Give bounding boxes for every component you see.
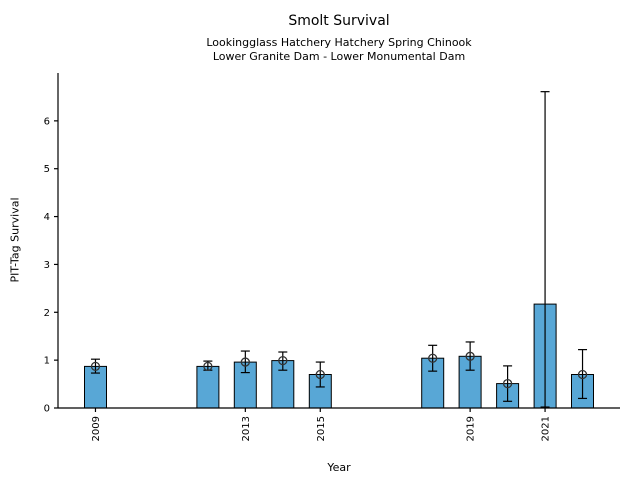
- x-tick-label-2009: 2009: [91, 416, 102, 441]
- y-tick-label-2: 2: [44, 308, 50, 319]
- y-tick-label-0: 0: [44, 404, 50, 415]
- point-marker-2012: [203, 361, 213, 372]
- y-tick-label-1: 1: [44, 356, 50, 367]
- point-marker-2014: [278, 355, 288, 366]
- point-marker-2018: [428, 353, 438, 363]
- chart-title: Smolt Survival: [288, 13, 390, 29]
- point-marker-2020: [502, 378, 513, 389]
- point-marker-2013: [240, 357, 250, 367]
- x-tick-label-2013: 2013: [241, 416, 252, 441]
- y-tick-label-5: 5: [44, 164, 50, 175]
- x-tick-label-2021: 2021: [541, 416, 552, 441]
- bar-2012: [196, 365, 220, 409]
- point-marker-2019: [465, 351, 475, 361]
- chart-subtitle-1: Lookingglass Hatchery Hatchery Spring Ch…: [206, 36, 472, 49]
- chart-subtitle-2: Lower Granite Dam - Lower Monumental Dam: [212, 50, 466, 63]
- point-marker-2015: [315, 369, 325, 380]
- point-marker-2009: [90, 361, 101, 372]
- x-tick-label-2015: 2015: [316, 416, 327, 441]
- y-tick-label-6: 6: [44, 116, 50, 127]
- x-axis-label: Year: [327, 461, 351, 474]
- y-tick-label-3: 3: [44, 260, 50, 271]
- y-tick-label-4: 4: [44, 212, 50, 223]
- point-marker-2022: [577, 369, 588, 380]
- x-tick-label-2019: 2019: [466, 416, 477, 441]
